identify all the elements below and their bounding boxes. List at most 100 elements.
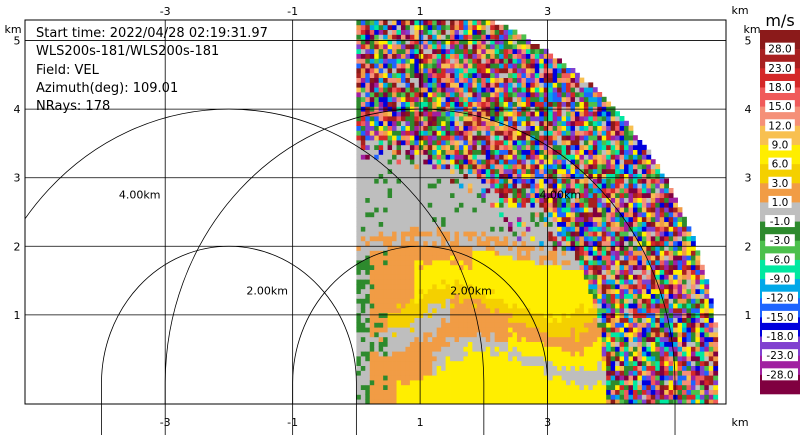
velocity-cell xyxy=(570,308,576,314)
velocity-cell xyxy=(641,178,647,184)
velocity-cell xyxy=(641,202,647,208)
velocity-cell xyxy=(521,154,527,160)
velocity-cell xyxy=(472,192,478,198)
velocity-cell xyxy=(543,370,549,376)
velocity-cell xyxy=(423,298,429,304)
velocity-cell xyxy=(490,332,496,338)
velocity-cell xyxy=(632,380,638,386)
velocity-cell xyxy=(490,87,496,93)
velocity-cell xyxy=(548,120,554,126)
velocity-cell xyxy=(432,53,438,59)
velocity-cell xyxy=(597,116,603,122)
velocity-cell xyxy=(624,293,629,299)
velocity-cell xyxy=(579,245,585,251)
velocity-cell xyxy=(467,389,473,395)
velocity-cell xyxy=(418,197,424,203)
velocity-cell xyxy=(592,255,598,261)
velocity-cell xyxy=(445,317,451,323)
velocity-cell xyxy=(525,226,531,232)
velocity-cell xyxy=(427,216,433,222)
velocity-cell xyxy=(592,164,598,170)
velocity-cell xyxy=(441,394,446,400)
velocity-cell xyxy=(476,120,482,126)
velocity-cell xyxy=(365,226,371,232)
velocity-cell xyxy=(534,240,540,246)
velocity-cell xyxy=(494,236,500,242)
velocity-cell xyxy=(450,159,455,165)
velocity-cell xyxy=(601,399,607,404)
velocity-cell xyxy=(588,159,594,165)
velocity-cell xyxy=(543,312,549,318)
velocity-cell xyxy=(467,279,473,285)
velocity-cell xyxy=(463,144,469,150)
velocity-cell xyxy=(490,58,496,64)
velocity-cell xyxy=(485,140,491,146)
velocity-cell xyxy=(414,250,420,256)
velocity-cell xyxy=(467,168,473,174)
velocity-cell xyxy=(436,303,442,309)
velocity-cell xyxy=(458,298,464,304)
velocity-cell xyxy=(360,68,366,74)
velocity-cell xyxy=(512,149,518,155)
velocity-cell xyxy=(525,231,531,237)
velocity-cell xyxy=(418,58,424,64)
velocity-cell xyxy=(383,245,389,251)
velocity-cell xyxy=(646,168,652,174)
velocity-cell xyxy=(552,236,558,242)
velocity-cell xyxy=(583,384,589,390)
velocity-cell xyxy=(512,308,518,314)
velocity-cell xyxy=(436,360,442,366)
velocity-cell xyxy=(597,130,603,136)
velocity-cell xyxy=(409,240,415,246)
velocity-cell xyxy=(592,279,598,285)
velocity-cell xyxy=(543,120,549,126)
velocity-cell xyxy=(472,111,478,117)
velocity-cell xyxy=(508,399,513,404)
velocity-cell xyxy=(445,212,451,218)
velocity-cell xyxy=(610,197,616,203)
velocity-cell xyxy=(543,389,549,395)
velocity-cell xyxy=(543,255,549,261)
velocity-cell xyxy=(632,269,638,275)
velocity-cell xyxy=(383,293,389,299)
velocity-cell xyxy=(610,149,616,155)
velocity-cell xyxy=(539,72,545,78)
velocity-cell xyxy=(646,279,652,285)
velocity-cell xyxy=(494,164,500,170)
velocity-cell xyxy=(597,178,603,184)
velocity-cell xyxy=(405,144,411,150)
velocity-cell xyxy=(476,231,482,237)
velocity-cell xyxy=(396,29,402,35)
velocity-cell xyxy=(570,312,576,318)
velocity-cell xyxy=(597,192,603,198)
velocity-cell xyxy=(427,29,433,35)
velocity-cell xyxy=(637,303,643,309)
velocity-cell xyxy=(530,231,536,237)
velocity-cell xyxy=(641,192,647,198)
velocity-cell xyxy=(561,303,567,309)
velocity-cell xyxy=(436,192,442,198)
velocity-cell xyxy=(592,327,598,333)
velocity-cell xyxy=(552,389,558,395)
velocity-cell xyxy=(579,399,585,404)
velocity-cell xyxy=(454,250,460,256)
velocity-cell xyxy=(458,375,464,381)
velocity-cell xyxy=(450,58,455,64)
velocity-cell xyxy=(610,202,616,208)
velocity-cell xyxy=(508,111,513,117)
velocity-cell xyxy=(387,87,393,93)
velocity-cell xyxy=(445,92,451,98)
velocity-cell xyxy=(637,284,643,290)
velocity-cell xyxy=(360,231,366,237)
velocity-cell xyxy=(557,207,562,213)
velocity-cell xyxy=(574,250,580,256)
velocity-cell xyxy=(499,149,504,155)
velocity-cell xyxy=(512,197,518,203)
velocity-cell xyxy=(561,216,567,222)
velocity-cell xyxy=(579,327,585,333)
velocity-cell xyxy=(641,212,647,218)
velocity-cell xyxy=(374,164,380,170)
velocity-cell xyxy=(508,188,513,194)
velocity-cell xyxy=(503,264,509,270)
velocity-cell xyxy=(574,279,580,285)
